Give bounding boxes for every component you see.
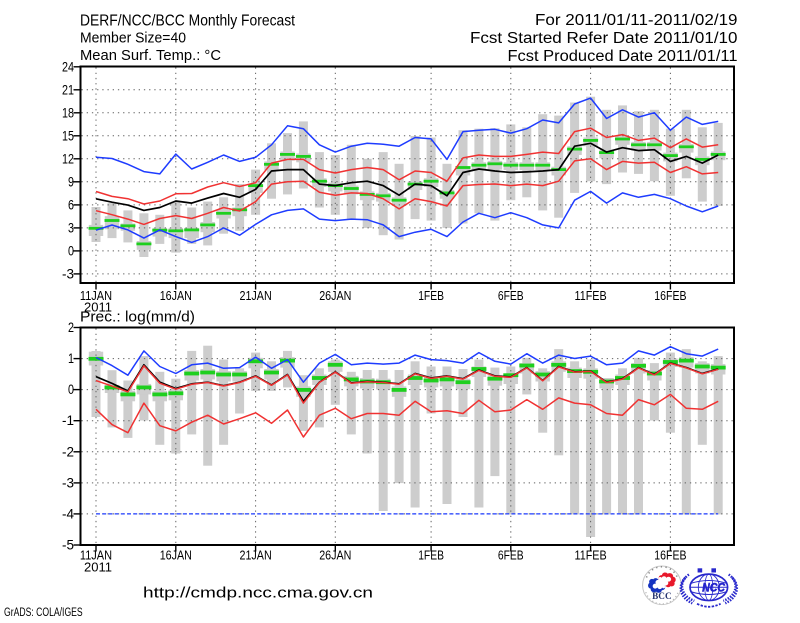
svg-text:1: 1 bbox=[68, 350, 74, 366]
svg-text:2011: 2011 bbox=[84, 560, 112, 575]
svg-text:Prec.: log(mm/d): Prec.: log(mm/d) bbox=[80, 309, 195, 325]
svg-text:BCC: BCC bbox=[652, 591, 672, 601]
svg-text:12: 12 bbox=[62, 150, 74, 166]
svg-text:16FEB: 16FEB bbox=[654, 548, 686, 563]
svg-text:11JAN: 11JAN bbox=[80, 548, 112, 563]
svg-text:15: 15 bbox=[62, 127, 74, 143]
svg-text:Fcst Produced Date 2011/01/11: Fcst Produced Date 2011/01/11 bbox=[508, 48, 738, 65]
svg-text:1FEB: 1FEB bbox=[418, 288, 444, 303]
svg-text:2: 2 bbox=[68, 319, 74, 335]
svg-text:Member Size=40: Member Size=40 bbox=[80, 31, 186, 47]
svg-text:11FEB: 11FEB bbox=[575, 548, 607, 563]
svg-text:-3: -3 bbox=[62, 474, 74, 490]
svg-text:http://cmdp.ncc.cma.gov.cn: http://cmdp.ncc.cma.gov.cn bbox=[143, 585, 373, 602]
svg-text:Fcst Started Refer Date 2011/0: Fcst Started Refer Date 2011/01/10 bbox=[470, 30, 738, 47]
svg-text:0: 0 bbox=[68, 381, 74, 397]
svg-text:-3: -3 bbox=[62, 265, 74, 281]
svg-text:3: 3 bbox=[68, 219, 74, 235]
svg-text:11JAN: 11JAN bbox=[80, 288, 112, 303]
svg-text:0: 0 bbox=[68, 242, 74, 258]
svg-text:1FEB: 1FEB bbox=[418, 548, 444, 563]
svg-text:6FEB: 6FEB bbox=[498, 548, 524, 563]
svg-text:-4: -4 bbox=[62, 505, 74, 521]
svg-text:-5: -5 bbox=[62, 537, 74, 553]
svg-text:6: 6 bbox=[68, 196, 74, 212]
svg-text:Mean Surf. Temp.: °C: Mean Surf. Temp.: °C bbox=[80, 48, 221, 64]
svg-text:16JAN: 16JAN bbox=[160, 548, 192, 563]
svg-text:NCC: NCC bbox=[702, 582, 726, 594]
svg-text:6FEB: 6FEB bbox=[498, 288, 524, 303]
svg-text:11FEB: 11FEB bbox=[575, 288, 607, 303]
svg-text:DERF/NCC/BCC Monthly Forecast: DERF/NCC/BCC Monthly Forecast bbox=[80, 13, 295, 30]
svg-text:26JAN: 26JAN bbox=[319, 548, 351, 563]
svg-text:26JAN: 26JAN bbox=[319, 288, 351, 303]
svg-text:16FEB: 16FEB bbox=[654, 288, 686, 303]
svg-text:-2: -2 bbox=[62, 443, 74, 459]
svg-text:9: 9 bbox=[68, 173, 74, 189]
svg-text:16JAN: 16JAN bbox=[160, 288, 192, 303]
svg-text:GrADS: COLA/IGES: GrADS: COLA/IGES bbox=[4, 607, 83, 618]
svg-text:21JAN: 21JAN bbox=[240, 288, 272, 303]
svg-text:-1: -1 bbox=[62, 412, 74, 428]
svg-text:18: 18 bbox=[62, 104, 74, 120]
svg-text:For 2011/01/11-2011/02/19: For 2011/01/11-2011/02/19 bbox=[535, 12, 738, 29]
svg-text:2011: 2011 bbox=[84, 299, 112, 314]
svg-text:24: 24 bbox=[62, 58, 74, 74]
svg-text:21JAN: 21JAN bbox=[240, 548, 272, 563]
svg-text:21: 21 bbox=[62, 81, 74, 97]
